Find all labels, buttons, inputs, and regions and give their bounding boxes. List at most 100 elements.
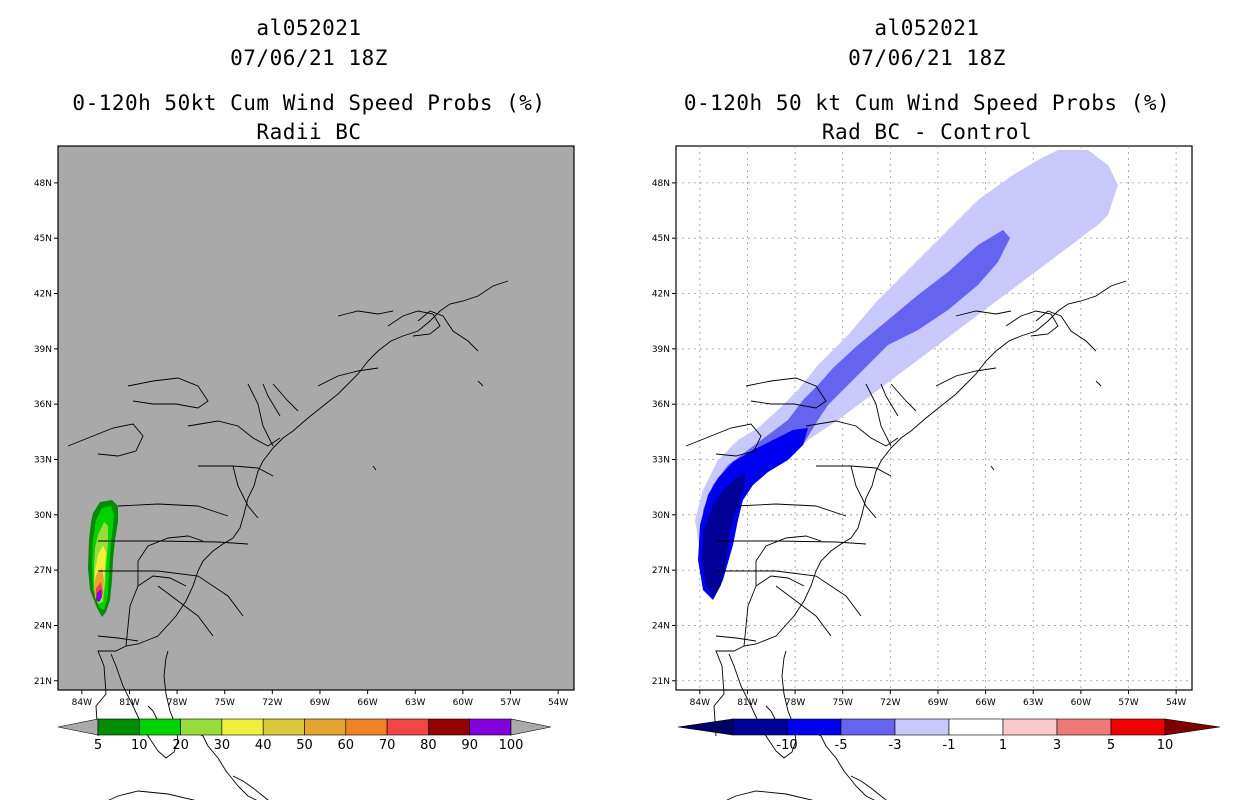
- colorbar-label: 5: [1107, 738, 1115, 753]
- coastline-path: [110, 650, 179, 759]
- lat-tick-label: 45N: [652, 234, 670, 244]
- coastlines: [67, 280, 509, 800]
- map-rad-bc-control: 48N 45N 42N 39N 36N 33N 30N 27N 24N 21N 84W 81W 78W 7…: [652, 145, 1221, 800]
- colorbar-swatch: [428, 718, 470, 736]
- diff-contour-minus3: [703, 230, 1010, 560]
- lat-tick-label: 27N: [34, 566, 52, 576]
- coastline-path: [1005, 310, 1059, 337]
- coastline-path: [765, 705, 777, 722]
- colorbar-label: 60: [338, 738, 355, 753]
- coastline-path: [685, 423, 762, 457]
- lat-tick-label: 39N: [34, 345, 52, 355]
- colorbar-swatch: [1110, 718, 1166, 736]
- lat-tick-label: 21N: [652, 677, 670, 687]
- coastline-path: [850, 465, 877, 519]
- colorbar-label: 5: [94, 738, 102, 753]
- colorbar-swatch: [97, 718, 140, 736]
- colorbar-swatch: [894, 718, 950, 736]
- colorbar-low-arrow: [57, 718, 99, 736]
- colorbar-label: 30: [214, 738, 231, 753]
- coastline-path: [880, 383, 899, 417]
- coastline-path: [198, 465, 274, 477]
- lon-tick-label: 84W: [72, 698, 92, 708]
- colorbar: -10 -5 -3 -1 1 3 5 10: [677, 718, 1221, 753]
- colorbar-swatch: [1056, 718, 1112, 736]
- coastline-path: [272, 383, 299, 412]
- colorbar-swatch: [180, 718, 223, 736]
- coastline-path: [67, 423, 144, 457]
- lon-tick-label: 81W: [119, 698, 139, 708]
- coastline-path: [715, 635, 757, 642]
- lon-tick-label: 57W: [1118, 698, 1138, 708]
- coastline-path: [805, 420, 899, 447]
- coastline-path: [98, 540, 249, 545]
- coastline-path: [850, 775, 887, 800]
- coastlines: [685, 280, 1127, 800]
- storm-id: al052021: [874, 16, 980, 40]
- colorbar-swatch: [345, 718, 388, 736]
- colorbar-swatch: [732, 718, 788, 736]
- coastline-path: [337, 310, 394, 317]
- coastline-path: [262, 383, 281, 417]
- lat-tick-label: 24N: [34, 621, 52, 631]
- colorbar-label: 10: [131, 738, 148, 753]
- coastline-path: [387, 310, 441, 337]
- colorbar-swatch: [304, 718, 347, 736]
- lon-tick-label: 57W: [500, 698, 520, 708]
- coastline-path: [775, 585, 832, 637]
- panel-radii-bc: al052021 07/06/21 18Z 0-120h 50kt Cum Wi…: [34, 16, 575, 800]
- colorbar-label: 100: [499, 738, 524, 753]
- lon-tick-label: 75W: [215, 698, 235, 708]
- colorbar-swatch: [469, 718, 512, 736]
- coastline-path: [726, 790, 814, 800]
- colorbar-label: 1: [999, 738, 1007, 753]
- coastline-path: [816, 465, 892, 477]
- colorbar-label: 90: [461, 738, 478, 753]
- colorbar-label: -5: [835, 738, 848, 753]
- panel-rad-bc-control: al052021 07/06/21 18Z 0-120h 50 kt Cum W…: [618, 0, 1236, 800]
- lon-tick-label: 60W: [1071, 698, 1091, 708]
- coastline-path: [735, 503, 847, 517]
- lon-tick-label: 60W: [453, 698, 473, 708]
- lat-tick-label: 39N: [652, 345, 670, 355]
- coastline-path: [865, 383, 892, 447]
- colorbar-high-arrow: [510, 718, 552, 736]
- lat-tick-label: 45N: [34, 234, 52, 244]
- coastline-path: [192, 730, 258, 800]
- lon-tick-label: 66W: [975, 698, 995, 708]
- colorbar: 5 10 20 30 40 50 60 70 80 90 100: [57, 718, 552, 753]
- lon-tick-label: 78W: [167, 698, 187, 708]
- colorbar-label: 3: [1053, 738, 1061, 753]
- coastline-path: [232, 465, 259, 519]
- map-radii-bc: 48N 45N 42N 39N 36N 33N 30N 27N 24N 21N 84W 81W 78W 7…: [34, 145, 575, 800]
- lat-tick-label: 42N: [34, 290, 52, 300]
- lat-tick-label: 48N: [34, 179, 52, 189]
- lon-tick-label: 72W: [880, 698, 900, 708]
- lon-tick-label: 72W: [262, 698, 282, 708]
- axis-ticks: 48N 45N 42N 39N 36N 33N 30N 27N 24N 21N 84W 81W 78W 7…: [652, 179, 1187, 708]
- probability-field: [88, 500, 118, 617]
- lat-tick-label: 24N: [652, 621, 670, 631]
- cycle-time: 07/06/21 18Z: [230, 46, 388, 70]
- lat-tick-label: 48N: [652, 179, 670, 189]
- coastline-path: [317, 367, 379, 387]
- difference-field: [695, 150, 1118, 600]
- lat-tick-label: 30N: [34, 511, 52, 521]
- colorbar-high-arrow: [1164, 718, 1221, 736]
- colorbar-swatch: [139, 718, 181, 736]
- colorbar-label: 70: [379, 738, 396, 753]
- dotted-grid: [676, 146, 1192, 690]
- coastline-path: [716, 570, 862, 617]
- cycle-time: 07/06/21 18Z: [848, 46, 1006, 70]
- colorbar-label: 50: [296, 738, 313, 753]
- diff-contour-minus1: [695, 150, 1118, 570]
- prob-contour-90: [96, 589, 102, 602]
- storm-id: al052021: [256, 16, 362, 40]
- colorbar-label: -3: [889, 738, 902, 753]
- plot-subtitle: Radii BC: [256, 120, 362, 144]
- coastline-path: [1035, 310, 1097, 352]
- plot-title: 0-120h 50kt Cum Wind Speed Probs (%): [72, 91, 546, 115]
- coastline-path: [108, 790, 196, 800]
- coastline-path: [890, 383, 917, 412]
- lat-tick-label: 33N: [34, 455, 52, 465]
